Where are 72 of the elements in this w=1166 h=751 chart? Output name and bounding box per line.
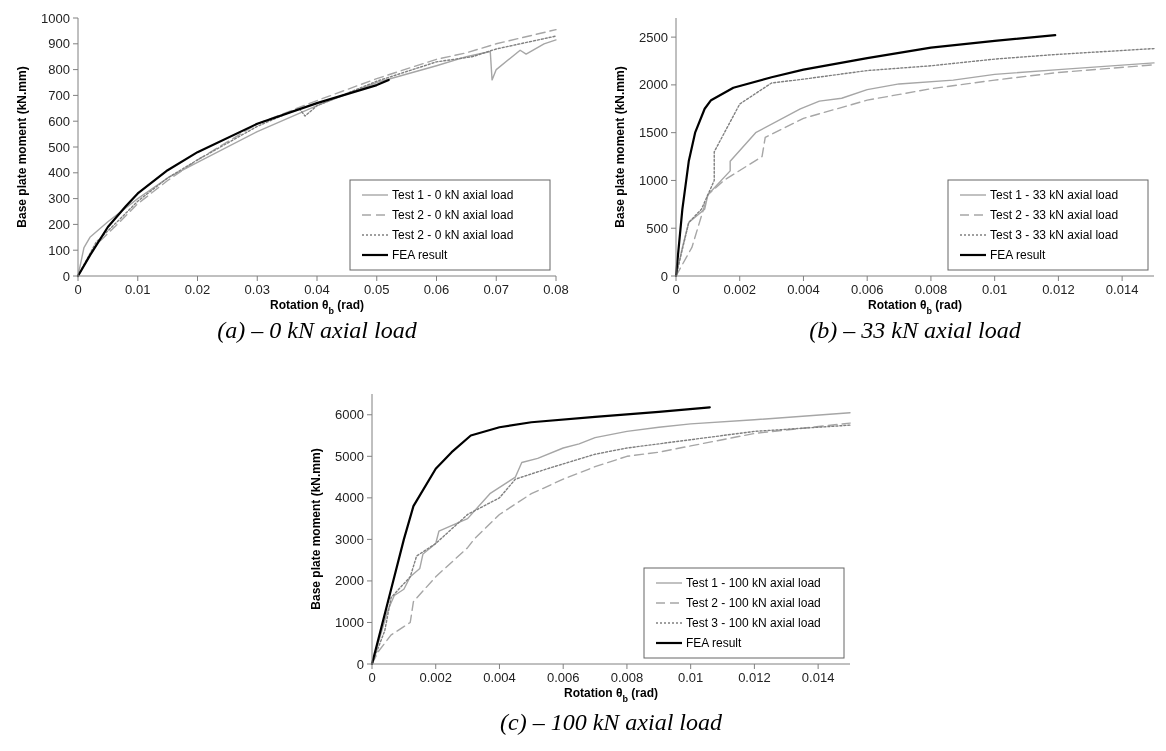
legend-label: Test 3 - 100 kN axial load — [686, 616, 821, 631]
y-tick-label: 0 — [62, 268, 70, 284]
x-tick-label: 0 — [368, 670, 376, 685]
x-tick-label: 0.014 — [1105, 282, 1139, 297]
x-tick-label: 0.08 — [543, 282, 569, 297]
x-axis-title: Rotation θ$_{b}$ (rad) — [270, 298, 364, 316]
x-tick-label: 0.004 — [483, 670, 516, 685]
y-tick-label: 400 — [48, 165, 70, 181]
y-tick-label: 6000 — [335, 407, 364, 423]
x-tick-label: 0.002 — [419, 670, 453, 685]
y-tick-label: 2000 — [639, 77, 668, 93]
y-tick-label: 200 — [48, 216, 70, 232]
legend-label: Test 2 - 0 kN axial load — [392, 228, 514, 243]
text: (a) – 0 kN axial load — [217, 317, 418, 343]
x-tick-label: 0.008 — [610, 670, 644, 685]
line-series — [76, 78, 390, 278]
y-tick-label: 800 — [48, 62, 70, 78]
x-tick-label: 0.01 — [678, 670, 704, 685]
y-tick-label: 100 — [48, 242, 70, 258]
y-tick-label: 700 — [48, 87, 70, 103]
y-axis-title: Base plate moment (kN.mm) — [309, 448, 323, 610]
legend-label: FEA result — [990, 248, 1047, 263]
text: (b) – 33 kN axial load — [809, 317, 1022, 343]
y-tick-label: 1000 — [639, 172, 668, 188]
x-tick-label: 0.04 — [304, 282, 330, 297]
legend-label: Test 2 - 100 kN axial load — [686, 596, 821, 611]
legend-label: FEA result — [392, 248, 449, 263]
x-axis-title: Rotation θ$_{b}$ (rad) — [564, 686, 658, 704]
y-tick-label: 4000 — [335, 490, 364, 506]
y-tick-label: 500 — [646, 220, 668, 236]
y-tick-label: 2500 — [639, 29, 668, 45]
y-axis-title: Base plate moment (kN.mm) — [613, 66, 627, 228]
x-tick-label: 0.01 — [982, 282, 1008, 297]
y-tick-label: 5000 — [335, 448, 364, 464]
x-tick-label: 0.03 — [244, 282, 270, 297]
x-tick-label: 0 — [672, 282, 680, 297]
y-tick-label: 0 — [356, 656, 364, 672]
text: (c) – 100 kN axial load — [500, 709, 723, 735]
x-tick-label: 0.07 — [483, 282, 509, 297]
y-tick-label: 1000 — [335, 615, 364, 631]
x-tick-label: 0.006 — [850, 282, 884, 297]
legend-label: Test 1 - 33 kN axial load — [990, 188, 1119, 203]
x-tick-label: 0.06 — [423, 282, 450, 297]
x-tick-label: 0.012 — [738, 670, 771, 685]
legend-label: Test 2 - 0 kN axial load — [392, 208, 514, 223]
legend-label: FEA result — [686, 636, 743, 651]
y-tick-label: 300 — [48, 191, 70, 207]
legend-label: Test 1 - 100 kN axial load — [686, 576, 821, 591]
legend-label: Test 3 - 33 kN axial load — [990, 228, 1119, 243]
x-tick-label: 0.014 — [801, 670, 835, 685]
y-tick-label: 2000 — [335, 573, 364, 589]
y-tick-label: 900 — [48, 36, 70, 52]
x-tick-label: 0 — [74, 282, 82, 297]
x-tick-label: 0.05 — [364, 282, 390, 297]
y-tick-label: 3000 — [335, 531, 364, 547]
y-tick-label: 600 — [48, 113, 70, 129]
x-axis-title: Rotation θ$_{b}$ (rad) — [868, 298, 962, 316]
y-axis-title: Base plate moment (kN.mm) — [15, 66, 29, 228]
x-tick-label: 0.006 — [546, 670, 580, 685]
y-tick-label: 500 — [48, 139, 70, 155]
line-series — [370, 406, 711, 666]
x-tick-label: 0.004 — [787, 282, 820, 297]
x-tick-label: 0.008 — [914, 282, 948, 297]
x-tick-label: 0.002 — [723, 282, 757, 297]
y-tick-label: 0 — [660, 268, 668, 284]
legend-label: Test 1 - 0 kN axial load — [392, 188, 514, 203]
x-tick-label: 0.02 — [184, 282, 211, 297]
x-tick-label: 0.01 — [125, 282, 151, 297]
x-tick-label: 0.012 — [1042, 282, 1075, 297]
y-tick-label: 1500 — [639, 125, 668, 141]
legend-label: Test 2 - 33 kN axial load — [990, 208, 1119, 223]
y-tick-label: 1000 — [41, 10, 70, 26]
